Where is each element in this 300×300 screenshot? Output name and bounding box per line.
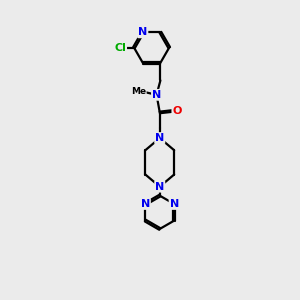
Text: O: O bbox=[172, 106, 182, 116]
Text: N: N bbox=[169, 199, 179, 209]
Text: N: N bbox=[155, 133, 164, 143]
Text: Cl: Cl bbox=[114, 43, 126, 52]
Text: N: N bbox=[152, 90, 161, 100]
Text: N: N bbox=[155, 182, 164, 192]
Text: Me: Me bbox=[131, 87, 146, 96]
Text: N: N bbox=[141, 199, 150, 209]
Text: N: N bbox=[138, 27, 147, 37]
